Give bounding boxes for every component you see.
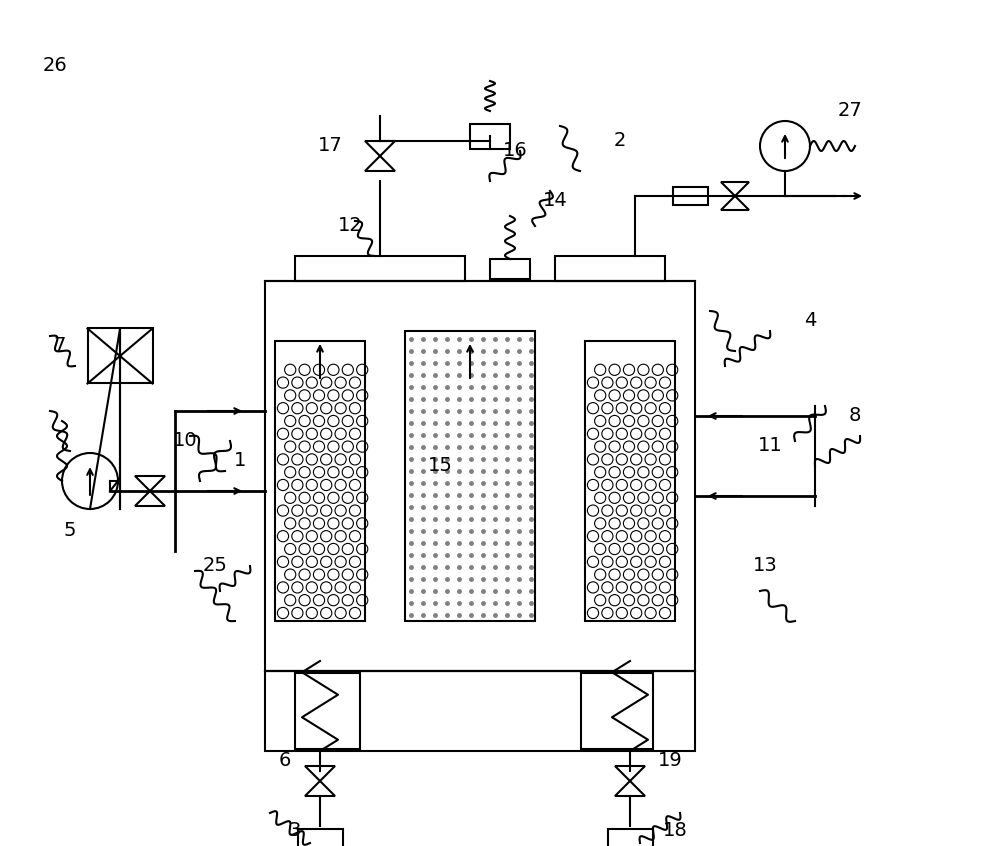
Text: 3: 3 [289, 821, 301, 840]
Text: 8: 8 [849, 406, 861, 425]
Text: 25: 25 [203, 556, 227, 575]
Text: 4: 4 [804, 311, 816, 330]
Text: 14: 14 [543, 191, 567, 210]
Bar [295, 673, 360, 749]
Text: 16: 16 [503, 141, 527, 160]
Bar [405, 331, 535, 621]
Text: 19: 19 [658, 751, 682, 770]
Text: 2: 2 [614, 131, 626, 150]
Bar [88, 328, 152, 383]
Text: 1: 1 [234, 451, 246, 470]
Bar [295, 256, 465, 281]
Text: 26: 26 [43, 56, 67, 75]
Bar [265, 281, 695, 671]
Text: 27: 27 [838, 101, 862, 120]
Text: 15: 15 [428, 456, 452, 475]
Bar [265, 671, 695, 751]
Text: 13: 13 [753, 556, 777, 575]
Bar [490, 259, 530, 279]
Bar [298, 828, 342, 846]
Bar [275, 341, 365, 621]
Bar [581, 673, 653, 749]
Bar [672, 187, 708, 205]
Bar [585, 341, 675, 621]
Text: 10: 10 [173, 431, 197, 450]
Text: 6: 6 [279, 751, 291, 770]
Text: 17: 17 [318, 136, 342, 155]
Text: 12: 12 [338, 216, 362, 235]
Text: 11: 11 [758, 436, 782, 455]
Text: 7: 7 [54, 336, 66, 355]
Text: 18: 18 [663, 821, 687, 840]
Bar [555, 256, 665, 281]
Text: 5: 5 [64, 521, 76, 540]
Bar [470, 124, 510, 149]
Bar [608, 828, 652, 846]
